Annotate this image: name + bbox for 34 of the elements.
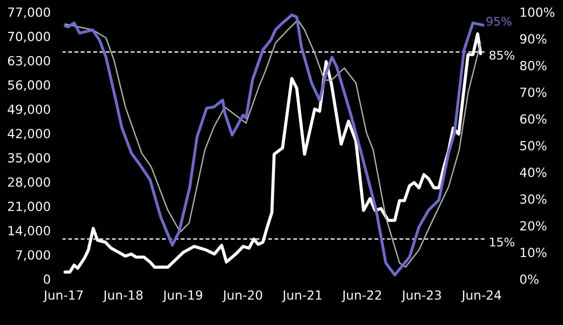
x-tick-label: Jun-17 xyxy=(43,290,83,302)
y-tick-label: 0 xyxy=(44,274,50,284)
y-tick-label: 35,000 xyxy=(8,153,50,164)
y2-tick-label: 10% xyxy=(520,248,546,258)
y2-tick-label: 50% xyxy=(520,140,546,150)
x-tick-label: Jun-23 xyxy=(401,290,441,302)
y-tick-label: 56,000 xyxy=(8,80,50,92)
x-tick-label: Jun-24 xyxy=(461,290,502,302)
y-tick-label: 63,000 xyxy=(8,56,50,67)
y2-tick-label: 40% xyxy=(520,168,546,178)
y-tick-label: 70,000 xyxy=(8,32,50,42)
y-tick-label: 7,000 xyxy=(16,250,50,261)
y-tick-label: 49,000 xyxy=(8,104,50,116)
y-tick-label: 21,000 xyxy=(8,202,50,212)
y2-tick-label: 80% xyxy=(520,60,546,70)
data-label: 95% xyxy=(486,16,512,26)
x-tick-label: Jun-22 xyxy=(342,290,381,302)
y2-tick-label: 100% xyxy=(520,7,554,17)
ref-line-label: 85% xyxy=(490,50,514,60)
y2-tick-label: 30% xyxy=(520,194,546,204)
x-tick-label: Jun-21 xyxy=(282,290,322,302)
y2-tick-label: 0% xyxy=(520,274,538,284)
y-tick-label: 28,000 xyxy=(8,177,50,188)
y2-tick-label: 60% xyxy=(520,114,546,124)
x-tick-label: Jun-18 xyxy=(102,290,143,302)
x-tick-label: Jun-19 xyxy=(162,290,202,302)
y-tick-label: 14,000 xyxy=(8,226,50,237)
ref-line-label: 15% xyxy=(490,238,514,247)
y2-tick-label: 20% xyxy=(520,221,546,231)
y2-tick-label: 90% xyxy=(520,34,546,44)
y-tick-label: 42,000 xyxy=(8,128,50,140)
x-tick-label: Jun-20 xyxy=(222,290,262,302)
y-tick-label: 77,000 xyxy=(8,7,50,18)
y2-tick-label: 70% xyxy=(520,88,546,98)
